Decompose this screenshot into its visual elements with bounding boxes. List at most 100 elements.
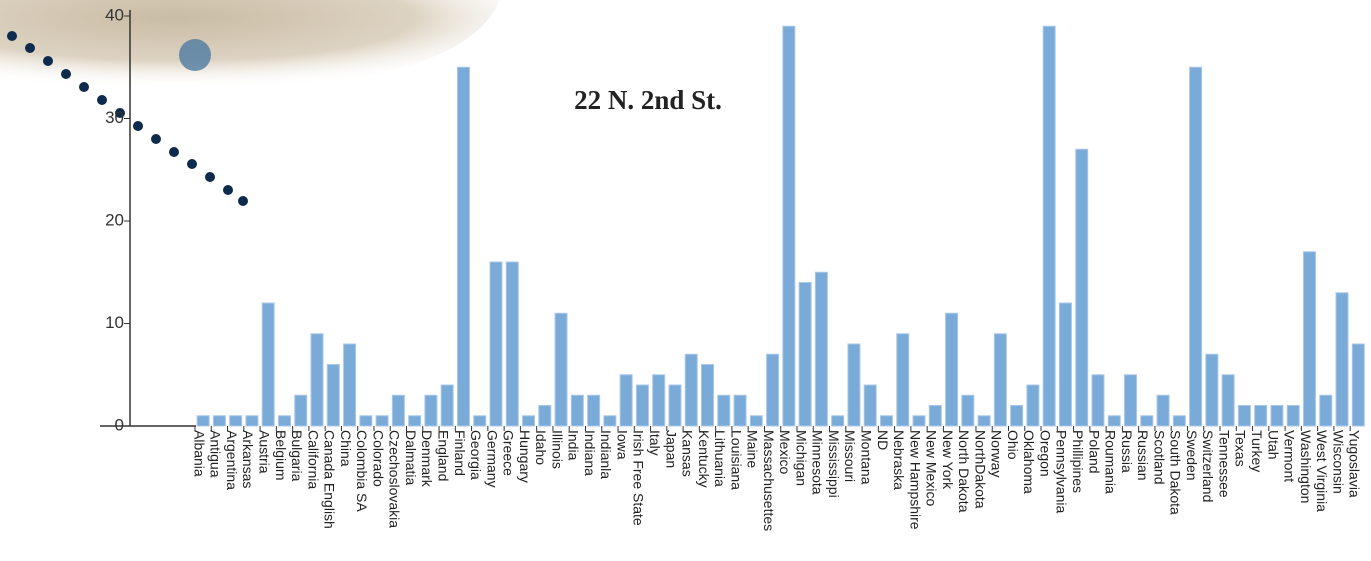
bar: [815, 272, 827, 426]
bar: [1059, 303, 1071, 426]
x-tick-label: New Hampshire: [907, 430, 923, 530]
x-tick-label: Phillipines: [1070, 430, 1086, 493]
x-tick-label: Germany: [484, 430, 500, 488]
x-tick-label: Dalmatia: [403, 430, 419, 485]
bar: [1141, 416, 1153, 426]
bar: [962, 395, 974, 426]
bar: [278, 416, 290, 426]
bar: [197, 416, 209, 426]
bar: [1222, 375, 1234, 426]
bar: [832, 416, 844, 426]
x-tick-label: Missouri: [842, 430, 858, 482]
x-tick-label: Denmark: [419, 430, 435, 488]
bar: [571, 395, 583, 426]
bar: [685, 354, 697, 426]
x-tick-label: Oklahoma: [1021, 430, 1037, 494]
x-tick-label: Idaho: [533, 430, 549, 465]
x-tick-label: Antigua: [208, 430, 224, 478]
x-tick-label: Canada English: [322, 430, 338, 529]
bar: [767, 354, 779, 426]
x-tick-label: Japan: [663, 430, 679, 468]
x-tick-label: Russia: [1119, 430, 1135, 473]
bar: [523, 416, 535, 426]
x-tick-label: North Dakota: [956, 430, 972, 513]
bar: [1190, 67, 1202, 426]
x-tick-label: Massachusettes: [761, 430, 777, 531]
x-tick-label: Maine: [745, 430, 761, 468]
x-tick-label: West Virginia: [1314, 430, 1330, 512]
x-tick-label: ND: [875, 430, 891, 450]
x-tick-label: Czechoslovakia: [387, 430, 403, 528]
bar: [620, 375, 632, 426]
x-tick-label: Sweden: [1184, 430, 1200, 481]
bar: [262, 303, 274, 426]
x-tick-label: Greece: [501, 430, 517, 476]
x-tick-label: Switzerland: [1200, 430, 1216, 502]
bar: [1287, 406, 1299, 427]
bar: [783, 26, 795, 426]
bar: [213, 416, 225, 426]
x-tick-label: Kentucky: [696, 430, 712, 488]
x-tick-label: Kansas: [680, 430, 696, 477]
x-tick-label: Turkey: [1249, 430, 1265, 472]
bar: [653, 375, 665, 426]
bar: [246, 416, 258, 426]
x-tick-label: Belgium: [273, 430, 289, 481]
chart: 22 N. 2nd St. 010203040AlbaniaAntiguaArg…: [0, 0, 1371, 561]
x-tick-label: Louisiana: [728, 430, 744, 490]
bar: [799, 283, 811, 427]
x-tick-label: Arkansas: [240, 430, 256, 488]
bar: [425, 395, 437, 426]
x-tick-label: Irish Free State: [631, 430, 647, 526]
bar: [1303, 252, 1315, 426]
x-tick-label: Argentina: [224, 430, 240, 490]
bar: [897, 334, 909, 426]
chart-title: 22 N. 2nd St.: [574, 85, 722, 115]
y-tick-label: 30: [105, 108, 124, 127]
bar: [1076, 149, 1088, 426]
x-tick-label: Illinois: [549, 430, 565, 469]
bar: [978, 416, 990, 426]
bar: [327, 365, 339, 427]
bar: [1173, 416, 1185, 426]
x-tick-label: Colorado: [370, 430, 386, 487]
x-tick-label: Yugoslavia: [1347, 430, 1363, 498]
x-tick-label: NorthDakota: [972, 430, 988, 509]
x-tick-label: Colombia SA: [354, 430, 370, 512]
bar: [994, 334, 1006, 426]
x-tick-label: Tennessee: [1216, 430, 1232, 498]
x-tick-label: Ohio: [1005, 430, 1021, 460]
bar: [457, 67, 469, 426]
bar: [295, 395, 307, 426]
bar: [409, 416, 421, 426]
x-tick-label: Oregon: [1037, 430, 1053, 477]
x-tick-label: New Mexico: [924, 430, 940, 506]
x-tick-label: Scotland: [1151, 430, 1167, 484]
bar: [1027, 385, 1039, 426]
x-tick-label: New York: [940, 430, 956, 490]
bar: [392, 395, 404, 426]
x-tick-label: Mexico: [777, 430, 793, 475]
bar: [669, 385, 681, 426]
bar: [750, 416, 762, 426]
x-tick-label: Hungary: [517, 430, 533, 483]
bar: [1255, 406, 1267, 427]
bar: [913, 416, 925, 426]
x-tick-label: Mississippi: [826, 430, 842, 498]
bar: [864, 385, 876, 426]
y-tick-label: 40: [105, 5, 124, 24]
x-tick-label: Washington: [1298, 430, 1314, 503]
bar: [1092, 375, 1104, 426]
x-tick-label: Indianla: [598, 430, 614, 479]
x-tick-label: Finland: [452, 430, 468, 476]
x-tick-label: Roumania: [1103, 430, 1119, 494]
bar: [1157, 395, 1169, 426]
x-tick-label: Wisconsin: [1330, 430, 1346, 494]
bar: [539, 406, 551, 427]
x-tick-label: Pennsylvania: [1054, 430, 1070, 513]
bar: [1238, 406, 1250, 427]
x-tick-label: Montana: [859, 430, 875, 485]
x-tick-label: Austria: [257, 430, 273, 474]
bar: [702, 365, 714, 427]
bar: [1336, 293, 1348, 426]
